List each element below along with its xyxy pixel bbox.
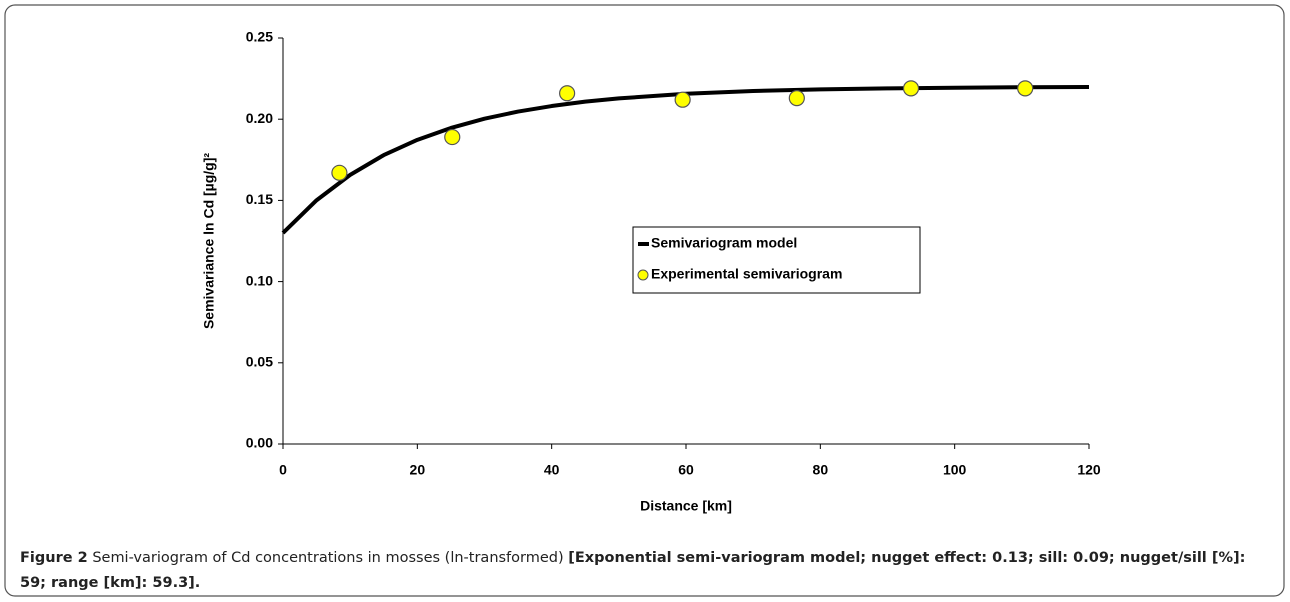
legend-label: Experimental semivariogram [651,266,842,282]
data-point [559,85,576,102]
x-tick-label: 120 [1077,462,1101,478]
x-tick-label: 0 [279,462,287,478]
y-tick-label: 0.10 [246,272,273,288]
x-tick-label: 60 [678,462,694,478]
x-tick-label: 40 [544,462,560,478]
y-axis-title: Semivariance ln Cd [µg/g]² [201,153,217,329]
caption-detail: [Exponential semi-variogram model; nugge… [20,550,1246,591]
legend-box [632,226,921,294]
y-tick-label: 0.15 [246,191,273,207]
data-point [788,89,805,107]
data-point [902,80,920,97]
x-tick-label: 20 [410,462,426,478]
data-point [1017,80,1034,97]
y-tick-label: 0.05 [246,354,273,370]
x-tick-label: 100 [943,462,967,478]
caption: Figure 2 Semi-variogram of Cd concentrat… [20,546,1275,596]
x-tick-label: 80 [813,462,829,478]
caption-label: Figure 2 [20,550,88,566]
data-point [444,128,461,146]
legend-label: Semivariogram model [651,235,797,251]
model-line [281,85,1090,235]
caption-text: Semi-variogram of Cd concentrations in m… [92,550,564,566]
figure-border [4,4,1285,597]
data-point [331,164,348,181]
y-tick-label: 0.20 [246,110,273,126]
legend: Semivariogram model Experimental semivari… [632,226,921,294]
data-point [674,91,691,108]
legend-swatch [637,269,649,281]
x-axis-title: Distance [km] [640,498,732,514]
y-tick-label: 0.00 [246,435,273,451]
y-tick-label: 0.25 [246,29,273,45]
